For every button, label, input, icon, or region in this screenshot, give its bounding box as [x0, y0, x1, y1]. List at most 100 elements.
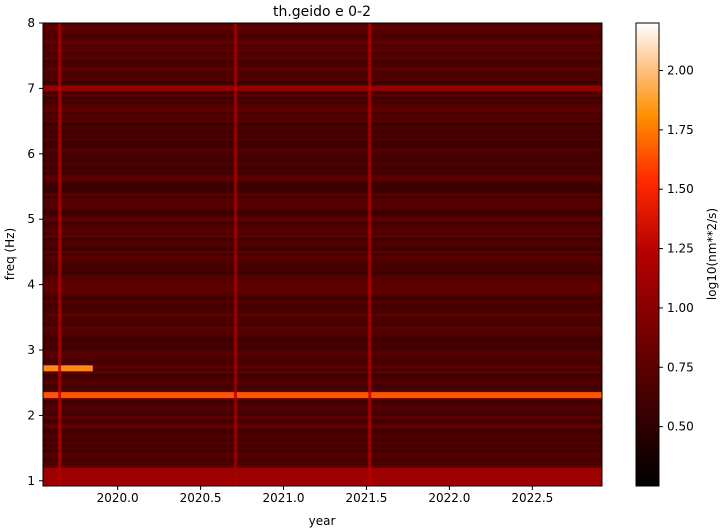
background-row [43, 237, 602, 241]
chart-title: th.geido e 0-2 [273, 4, 371, 20]
horizontal-band [43, 365, 93, 372]
background-row [43, 336, 602, 340]
colorbar-tick-label: 1.25 [667, 242, 694, 256]
background-row [43, 436, 602, 440]
background-row [43, 276, 602, 280]
background-row [43, 384, 602, 387]
background-row [43, 130, 602, 134]
background-row [43, 449, 602, 453]
background-row [43, 64, 602, 68]
background-row [43, 242, 602, 246]
background-row [43, 127, 602, 131]
background-row [43, 331, 602, 335]
background-row [43, 381, 602, 385]
background-row [43, 203, 602, 207]
background-row [43, 101, 602, 105]
background-row [43, 360, 602, 364]
background-row [43, 279, 602, 283]
background-row [43, 240, 602, 243]
background-row [43, 300, 602, 304]
x-axis: 2020.0 2020.5 2021.0 2021.5 2022.0 2022.5 [97, 486, 553, 505]
x-tick-label: 2020.0 [97, 491, 139, 505]
colorbar [635, 22, 660, 487]
background-row [43, 271, 602, 275]
y-axis: 1 2 3 4 5 6 7 8 [27, 16, 43, 488]
background-row [43, 109, 602, 113]
background-row [43, 376, 602, 379]
background-row [43, 46, 602, 50]
background-row [43, 441, 602, 445]
background-row [43, 397, 602, 400]
background-row [43, 404, 602, 408]
background-row [43, 284, 602, 288]
background-row [43, 297, 602, 301]
colorbar-tick-label: 1.00 [667, 301, 694, 315]
background-row [43, 208, 602, 212]
horizontal-band [43, 85, 602, 92]
background-row [43, 111, 602, 115]
background-row [43, 433, 602, 437]
background-row [43, 350, 602, 353]
background-row [43, 36, 602, 39]
background-row [43, 132, 602, 136]
background-row [43, 420, 602, 424]
background-row [43, 156, 602, 160]
background-row [43, 334, 602, 338]
background-row [43, 292, 602, 296]
background-row [43, 43, 602, 47]
background-row [43, 245, 602, 249]
background-row [43, 83, 602, 87]
background-row [43, 444, 602, 447]
background-row [43, 193, 602, 196]
background-row [43, 229, 602, 233]
background-row [43, 261, 602, 264]
background-row [43, 465, 602, 468]
background-row [43, 452, 602, 455]
y-tick-label: 5 [27, 212, 35, 226]
background-row [43, 326, 602, 330]
background-row [43, 308, 602, 311]
background-row [43, 234, 602, 238]
background-row [43, 200, 602, 204]
x-tick-label: 2020.5 [180, 491, 222, 505]
background-row [43, 164, 602, 168]
background-row [43, 263, 602, 267]
background-row [43, 211, 602, 215]
background-row [43, 282, 602, 285]
background-row [43, 227, 602, 230]
background-row [43, 96, 602, 100]
background-row [43, 38, 602, 42]
y-tick-label: 4 [27, 278, 35, 292]
vertical-line [368, 23, 372, 486]
background-row [43, 182, 602, 186]
background-row [43, 195, 602, 199]
background-row [43, 423, 602, 427]
background-row [43, 347, 602, 351]
background-row [43, 266, 602, 270]
background-row [43, 454, 602, 458]
background-row [43, 117, 602, 121]
background-row [43, 67, 602, 71]
background-row [43, 255, 602, 259]
background-row [43, 23, 602, 26]
background-row [43, 106, 602, 110]
background-row [43, 75, 602, 79]
background-row [43, 219, 602, 223]
colorbar-axis: 0.50 0.75 1.00 1.25 1.50 1.75 2.00 [659, 63, 694, 434]
background-row [43, 412, 602, 416]
colorbar-tick-label: 1.75 [667, 123, 694, 137]
background-row [43, 33, 602, 37]
background-row [43, 250, 602, 254]
background-row [43, 302, 602, 306]
background-row [43, 62, 602, 66]
background-row [43, 232, 602, 236]
background-row [43, 198, 602, 202]
background-row [43, 305, 602, 309]
plot-frame [42, 22, 603, 487]
vertical-line [58, 23, 62, 486]
background-row [43, 169, 602, 173]
background-row [43, 70, 602, 73]
background-row [43, 428, 602, 432]
y-tick-label: 7 [27, 81, 35, 95]
